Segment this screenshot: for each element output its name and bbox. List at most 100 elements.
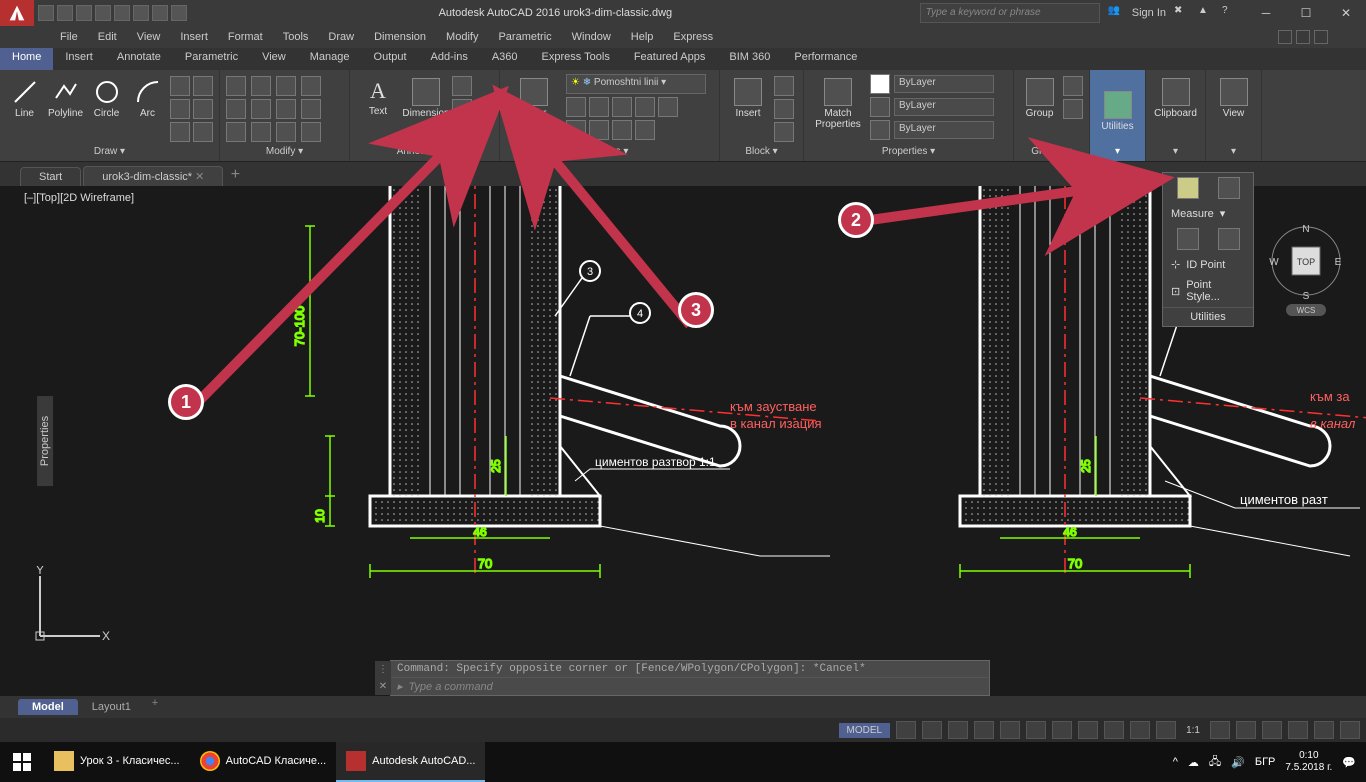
menu-insert[interactable]: Insert xyxy=(170,31,218,43)
qat-more-icon[interactable] xyxy=(171,5,187,21)
qat-undo-icon[interactable] xyxy=(133,5,149,21)
color-swatch-icon[interactable] xyxy=(870,74,890,94)
stretch-icon[interactable] xyxy=(226,122,246,142)
mdi-restore-icon[interactable] xyxy=(1296,30,1310,44)
status-hardware-icon[interactable] xyxy=(1262,721,1282,739)
panel-properties-label[interactable]: Properties ▾ xyxy=(810,144,1007,159)
status-cleanscreen-icon[interactable] xyxy=(1314,721,1334,739)
status-customize-icon[interactable] xyxy=(1340,721,1360,739)
layer-dropdown[interactable]: ☀ ❄ Pomoshtni linii ▾ xyxy=(566,74,706,94)
linetype-dropdown[interactable]: ByLayer xyxy=(894,121,994,139)
menu-dimension[interactable]: Dimension xyxy=(364,31,436,43)
status-polar-icon[interactable] xyxy=(974,721,994,739)
panel-annotation-label[interactable]: Annotation ▾ xyxy=(356,144,493,159)
tray-up-icon[interactable]: ^ xyxy=(1173,756,1178,768)
copy-icon[interactable] xyxy=(226,99,246,119)
ribbon-tab-bim-360[interactable]: BIM 360 xyxy=(717,48,782,70)
calculator-icon[interactable] xyxy=(1218,228,1240,250)
qat-redo-icon[interactable] xyxy=(152,5,168,21)
command-handle[interactable]: ⋮✕ xyxy=(375,661,391,695)
block-edit-icon[interactable] xyxy=(774,99,794,119)
panel-layers-label[interactable]: Layers ▾ xyxy=(506,144,713,159)
arc-button[interactable]: Arc xyxy=(129,72,166,119)
layout-add-button[interactable]: + xyxy=(145,697,165,717)
ribbon-tab-home[interactable]: Home xyxy=(0,48,53,70)
insert-button[interactable]: Insert xyxy=(726,72,770,119)
trim-icon[interactable] xyxy=(276,76,296,96)
status-lwt-icon[interactable] xyxy=(1078,721,1098,739)
layer-tool-7-icon[interactable] xyxy=(589,120,609,140)
mirror-icon[interactable] xyxy=(251,99,271,119)
status-grid-icon[interactable] xyxy=(896,721,916,739)
id-point-button[interactable]: ⊹ ID Point xyxy=(1163,254,1253,275)
clipboard-button[interactable]: Clipboard xyxy=(1154,72,1198,119)
block-attr-icon[interactable] xyxy=(774,122,794,142)
draw-extra-4-icon[interactable] xyxy=(193,99,213,119)
rotate-icon[interactable] xyxy=(251,76,271,96)
app-logo[interactable] xyxy=(0,0,34,26)
exchange-icon[interactable]: ✖ xyxy=(1174,5,1190,21)
lineweight-icon[interactable] xyxy=(870,97,890,117)
taskbar-item-explorer[interactable]: Урок 3 - Класичес... xyxy=(44,742,190,782)
utilities-footer[interactable]: Utilities xyxy=(1163,307,1253,326)
layer-tool-1-icon[interactable] xyxy=(566,97,586,117)
status-workspace-icon[interactable] xyxy=(1236,721,1256,739)
tray-notifications-icon[interactable]: 💬 xyxy=(1342,756,1356,769)
panel-block-label[interactable]: Block ▾ xyxy=(726,144,797,159)
status-osnap-icon[interactable] xyxy=(1000,721,1020,739)
move-icon[interactable] xyxy=(226,76,246,96)
group-ungroup-icon[interactable] xyxy=(1063,99,1083,119)
menu-draw[interactable]: Draw xyxy=(318,31,364,43)
menu-modify[interactable]: Modify xyxy=(436,31,488,43)
tray-clock[interactable]: 0:107.5.2018 г. xyxy=(1285,750,1332,774)
offset-icon[interactable] xyxy=(301,122,321,142)
dimension-button[interactable]: Dimension xyxy=(404,72,448,119)
text-button[interactable]: AText xyxy=(356,72,400,117)
leader-icon[interactable] xyxy=(452,76,472,96)
panel-view-label[interactable]: ▾ xyxy=(1212,144,1255,159)
view-button[interactable]: View xyxy=(1212,72,1255,119)
circle-button[interactable]: Circle xyxy=(88,72,125,119)
menu-file[interactable]: File xyxy=(50,31,88,43)
a360-icon[interactable]: ▲ xyxy=(1198,5,1214,21)
status-3dosnap-icon[interactable] xyxy=(1026,721,1046,739)
tray-lang[interactable]: БГР xyxy=(1255,756,1276,768)
quick-select-icon[interactable] xyxy=(1218,177,1240,199)
qat-new-icon[interactable] xyxy=(38,5,54,21)
close-button[interactable]: ✕ xyxy=(1326,0,1366,26)
draw-extra-2-icon[interactable] xyxy=(193,76,213,96)
panel-utilities[interactable]: Utilities ▾ xyxy=(1090,70,1146,161)
ribbon-tab-a360[interactable]: A360 xyxy=(480,48,530,70)
menu-help[interactable]: Help xyxy=(621,31,664,43)
color-dropdown[interactable]: ByLayer xyxy=(894,75,994,93)
ribbon-tab-view[interactable]: View xyxy=(250,48,298,70)
status-model[interactable]: MODEL xyxy=(839,723,891,738)
layer-tool-8-icon[interactable] xyxy=(612,120,632,140)
group-button[interactable]: Group xyxy=(1020,72,1059,119)
menu-view[interactable]: View xyxy=(127,31,171,43)
select-all-icon[interactable] xyxy=(1177,228,1199,250)
scale-icon[interactable] xyxy=(251,122,271,142)
qat-save-icon[interactable] xyxy=(76,5,92,21)
minimize-button[interactable]: ─ xyxy=(1246,0,1286,26)
layer-tool-4-icon[interactable] xyxy=(635,97,655,117)
layer-tool-3-icon[interactable] xyxy=(612,97,632,117)
help-search-input[interactable]: Type a keyword or phrase xyxy=(920,3,1100,23)
draw-extra-3-icon[interactable] xyxy=(170,99,190,119)
menu-parametric[interactable]: Parametric xyxy=(488,31,561,43)
point-style-button[interactable]: ⊡ Point Style... xyxy=(1163,275,1253,307)
layout-tab-layout1[interactable]: Layout1 xyxy=(78,699,145,715)
panel-modify-label[interactable]: Modify ▾ xyxy=(226,144,343,159)
ribbon-tab-manage[interactable]: Manage xyxy=(298,48,362,70)
qat-open-icon[interactable] xyxy=(57,5,73,21)
status-annoscale-icon[interactable] xyxy=(1210,721,1230,739)
draw-extra-5-icon[interactable] xyxy=(170,122,190,142)
status-cycling-icon[interactable] xyxy=(1130,721,1150,739)
measure-distance-icon[interactable] xyxy=(1177,177,1199,199)
draw-extra-6-icon[interactable] xyxy=(193,122,213,142)
command-input[interactable]: ▸Type a command xyxy=(391,677,989,695)
mdi-min-icon[interactable] xyxy=(1278,30,1292,44)
layer-tool-2-icon[interactable] xyxy=(589,97,609,117)
layout-tab-model[interactable]: Model xyxy=(18,699,78,715)
maximize-button[interactable]: ☐ xyxy=(1286,0,1326,26)
